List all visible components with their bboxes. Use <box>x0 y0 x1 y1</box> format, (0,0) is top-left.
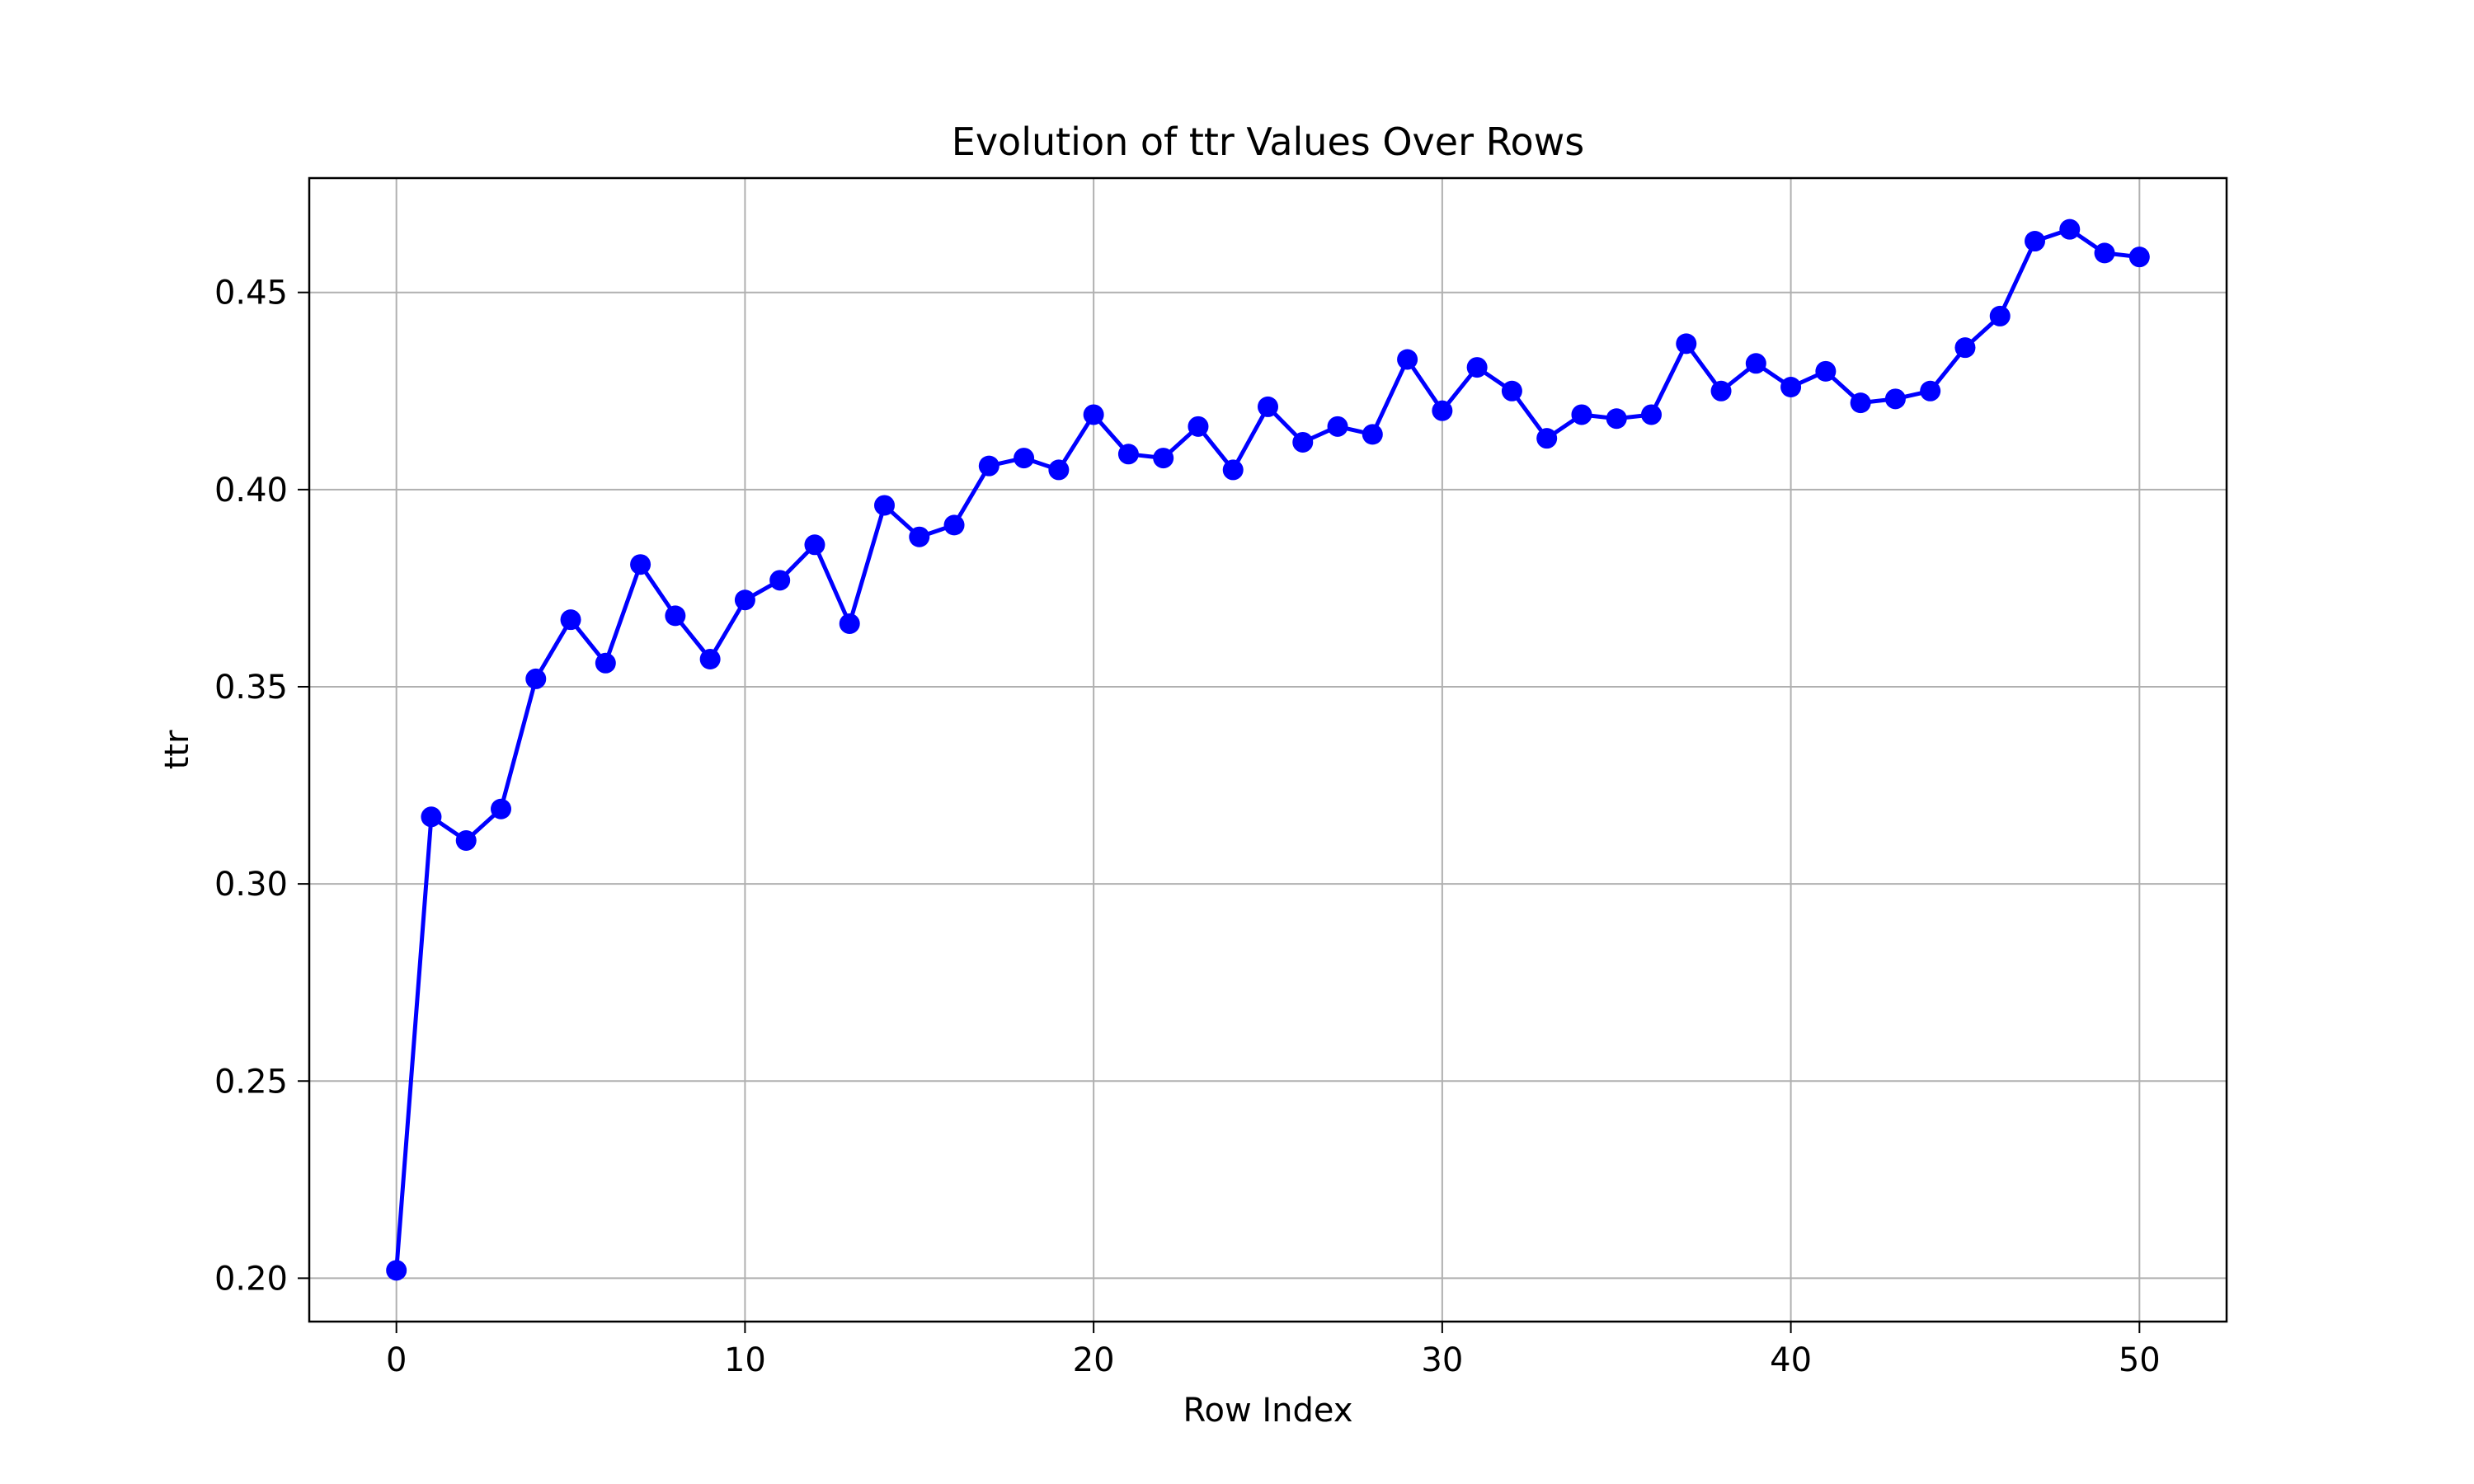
y-axis: 0.20 0.25 0.30 0.35 0.40 0.45 <box>214 275 309 1298</box>
data-point <box>421 806 442 828</box>
data-point <box>1014 448 1035 469</box>
data-point <box>1920 380 1941 402</box>
chart-title: Evolution of ttr Values Over Rows <box>952 120 1584 164</box>
data-point <box>1466 357 1488 378</box>
series-group <box>386 218 2150 1281</box>
data-point <box>1571 404 1592 425</box>
data-point <box>455 830 477 852</box>
data-point <box>769 570 791 591</box>
data-point <box>1117 444 1139 465</box>
data-point <box>978 455 999 477</box>
x-axis: 0 10 20 30 40 50 <box>386 1322 2161 1379</box>
data-point <box>525 668 547 689</box>
x-tick-label: 0 <box>386 1341 407 1379</box>
y-tick-label: 0.35 <box>214 669 288 707</box>
data-point <box>1676 333 1697 355</box>
x-tick-label: 50 <box>2119 1341 2161 1379</box>
x-tick-label: 10 <box>724 1341 766 1379</box>
data-point <box>1397 349 1418 370</box>
x-tick-label: 30 <box>1421 1341 1463 1379</box>
data-point <box>1153 448 1174 469</box>
data-point <box>2059 218 2081 240</box>
data-point <box>804 534 825 556</box>
data-point <box>1083 404 1104 425</box>
data-point <box>1780 376 1802 397</box>
data-point <box>1954 337 1976 359</box>
y-axis-label: ttr <box>158 730 196 769</box>
data-point <box>1188 416 1209 437</box>
data-point <box>1292 431 1314 453</box>
data-point <box>839 613 860 634</box>
data-point <box>1048 459 1070 481</box>
data-point <box>1850 392 1871 414</box>
data-point <box>1536 428 1558 449</box>
data-point <box>2128 247 2150 268</box>
data-point <box>1641 404 1662 425</box>
data-point <box>1815 360 1837 382</box>
gridlines <box>309 178 2227 1322</box>
y-tick-label: 0.25 <box>214 1063 288 1101</box>
data-point <box>1606 408 1627 430</box>
data-point <box>699 648 721 669</box>
data-point <box>491 798 511 819</box>
data-point <box>943 514 965 536</box>
y-tick-label: 0.45 <box>214 275 288 312</box>
y-tick-label: 0.20 <box>214 1260 288 1298</box>
data-point <box>2025 231 2045 252</box>
data-point <box>665 605 686 627</box>
data-point <box>909 526 930 547</box>
data-point <box>1327 416 1348 437</box>
data-point <box>1710 380 1732 402</box>
plot-frame <box>308 176 2228 1323</box>
y-tick-label: 0.30 <box>214 866 288 904</box>
data-point <box>1432 400 1453 421</box>
x-tick-label: 40 <box>1770 1341 1812 1379</box>
data-point <box>1745 353 1766 374</box>
x-axis-label: Row Index <box>1183 1392 1352 1430</box>
data-point <box>1884 388 1906 410</box>
data-point <box>1258 396 1278 417</box>
data-point <box>1501 380 1522 402</box>
data-point <box>2094 242 2115 264</box>
x-tick-label: 20 <box>1073 1341 1115 1379</box>
data-point <box>386 1260 407 1281</box>
data-point <box>630 554 651 575</box>
data-point <box>560 609 581 631</box>
y-tick-label: 0.40 <box>214 472 288 510</box>
data-point <box>734 589 755 611</box>
data-point <box>874 495 895 516</box>
data-point <box>1989 305 2011 326</box>
data-point <box>595 652 616 674</box>
data-point <box>1222 459 1244 481</box>
data-point <box>1362 424 1383 445</box>
